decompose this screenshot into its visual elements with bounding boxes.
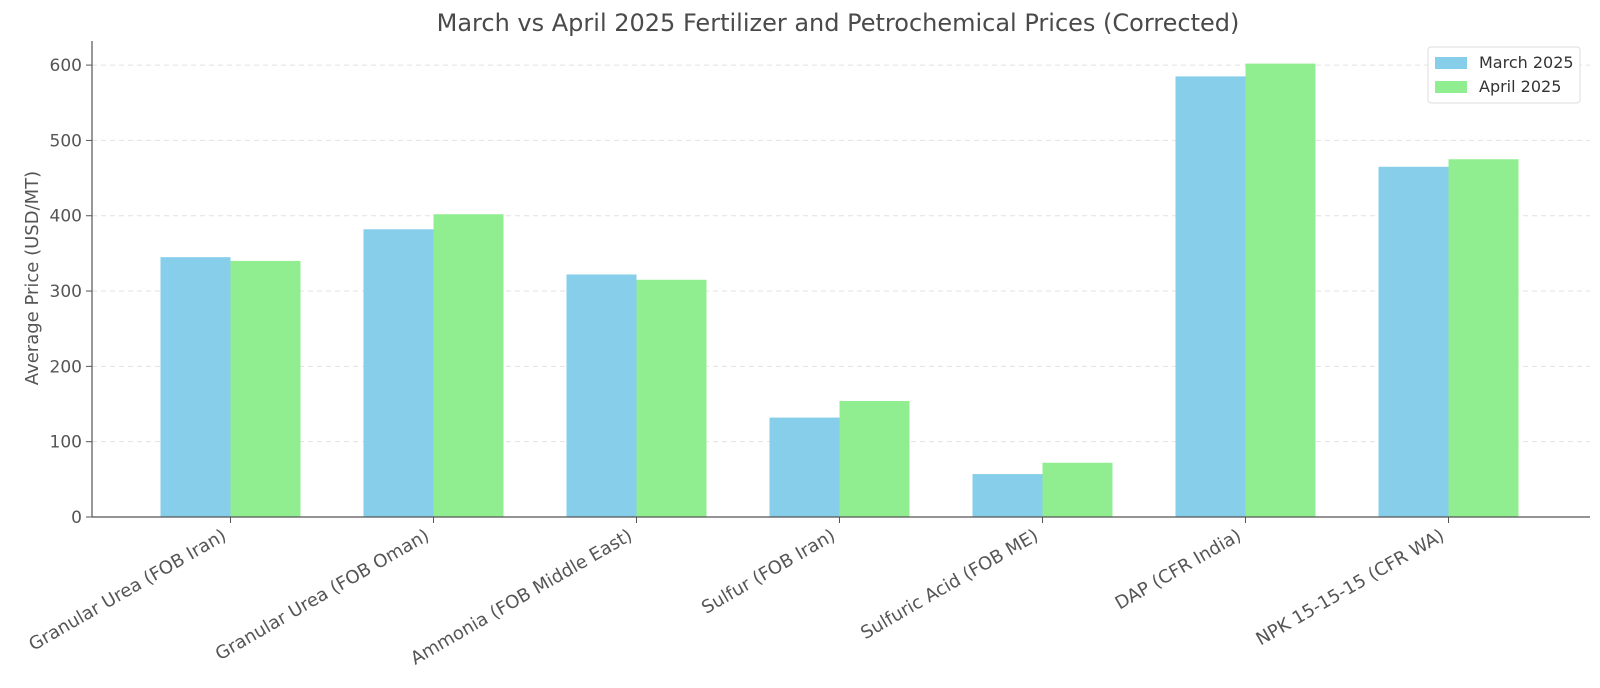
bar <box>363 229 434 517</box>
x-tick-label: Granular Urea (FOB Oman) <box>212 525 433 665</box>
x-tick-label: Sulfur (FOB Iran) <box>698 525 839 618</box>
legend-swatch <box>1435 57 1467 69</box>
y-axis-ticks: 0 100 200 300 400 500 600 <box>50 56 92 528</box>
x-tick-label: DAP (CFR India) <box>1112 525 1245 614</box>
x-tick-label: Ammonia (FOB Middle East) <box>407 525 636 669</box>
bar <box>433 214 504 517</box>
y-axis-label: Average Price (USD/MT) <box>22 171 43 385</box>
bar <box>636 279 707 517</box>
y-tick-label: 100 <box>50 433 82 453</box>
y-tick-label: 300 <box>50 282 82 302</box>
bar <box>230 260 301 517</box>
bar <box>566 274 637 517</box>
chart-title: March vs April 2025 Fertilizer and Petro… <box>437 9 1240 37</box>
bar <box>1448 159 1519 518</box>
gridlines <box>92 64 1590 443</box>
x-tick-label: NPK 15-15-15 (CFR WA) <box>1253 525 1448 650</box>
bars <box>160 63 1519 518</box>
bar <box>1245 63 1316 517</box>
axes <box>91 41 1590 518</box>
legend-label: March 2025 <box>1479 53 1574 72</box>
bar <box>1378 166 1449 517</box>
bar <box>839 401 910 517</box>
bar <box>1175 76 1246 517</box>
x-tick-label: Granular Urea (FOB Iran) <box>25 525 230 655</box>
x-axis-ticks: Granular Urea (FOB Iran)Granular Urea (F… <box>25 517 1449 669</box>
bar <box>1042 462 1113 517</box>
bar <box>972 474 1043 517</box>
bar <box>769 417 840 517</box>
y-tick-label: 600 <box>50 56 82 76</box>
x-tick-label: Sulfuric Acid (FOB ME) <box>857 525 1042 644</box>
y-tick-label: 400 <box>50 207 82 227</box>
legend: March 2025 April 2025 <box>1427 46 1581 104</box>
legend-label: April 2025 <box>1479 77 1561 96</box>
legend-swatch <box>1435 81 1467 93</box>
y-tick-label: 0 <box>71 508 82 528</box>
bar <box>160 257 231 517</box>
y-tick-label: 500 <box>50 131 82 151</box>
y-tick-label: 200 <box>50 357 82 377</box>
